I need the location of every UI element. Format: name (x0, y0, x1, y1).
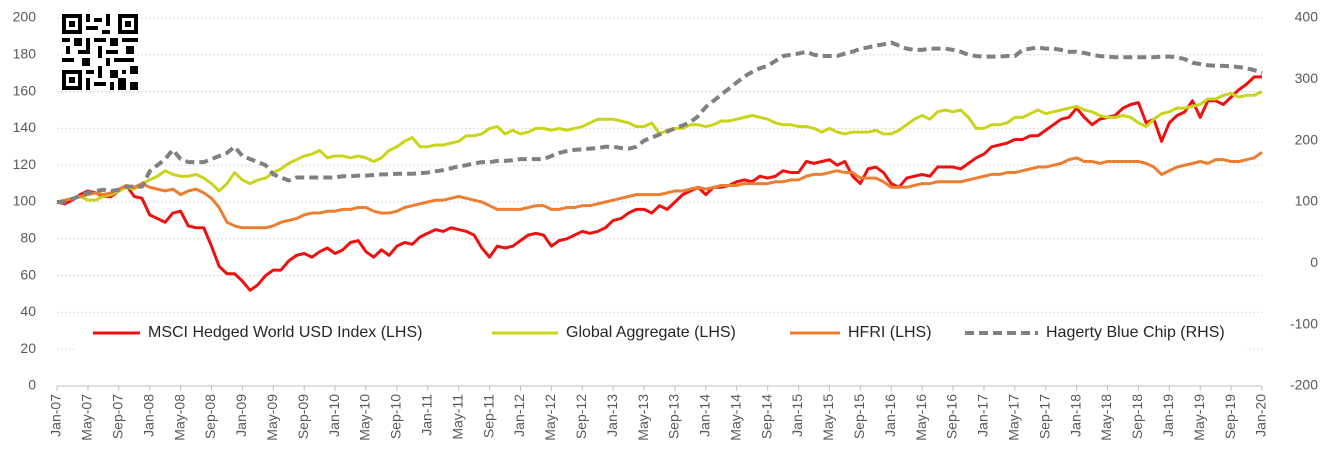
x-tick-label: Sep-17 (1036, 394, 1052, 439)
x-tick-label: Jan-19 (1160, 394, 1176, 437)
y2-tick-label: 0 (1310, 254, 1318, 270)
legend-label: Hagerty Blue Chip (RHS) (1046, 324, 1225, 341)
y-tick-label: 0 (28, 377, 36, 393)
y-tick-label: 80 (20, 230, 36, 246)
y-tick-label: 200 (13, 9, 37, 25)
x-tick-label: Sep-16 (944, 394, 960, 439)
x-tick-label: May-13 (635, 394, 651, 441)
legend-label: MSCI Hedged World USD Index (LHS) (148, 324, 422, 341)
legend-label: HFRI (LHS) (848, 324, 932, 341)
x-tick-label: May-15 (820, 394, 836, 441)
x-tick-label: May-14 (727, 394, 743, 441)
x-tick-label: Sep-12 (573, 394, 589, 439)
y-tick-label: 160 (13, 82, 37, 98)
x-tick-label: May-12 (542, 394, 558, 441)
x-tick-label: Sep-13 (666, 394, 682, 439)
x-tick-label: Jan-09 (233, 394, 249, 437)
x-tick-label: May-18 (1098, 394, 1114, 441)
y-tick-label: 60 (20, 266, 36, 282)
legend: MSCI Hedged World USD Index (LHS) Global … (76, 316, 1246, 350)
x-tick-label: Jan-18 (1067, 394, 1083, 437)
series-line (57, 40, 1263, 204)
y2-tick-label: 400 (1295, 9, 1319, 25)
x-tick-label: Jan-15 (789, 394, 805, 437)
qr-code (62, 14, 138, 90)
y-tick-label: 120 (13, 156, 37, 172)
series-line (56, 75, 1262, 292)
y2-tick-label: 100 (1295, 193, 1319, 209)
x-tick-label: Sep-09 (295, 394, 311, 439)
y-tick-label: 20 (20, 340, 36, 356)
y-tick-label: 180 (13, 46, 37, 62)
x-tick-label: Sep-14 (758, 394, 774, 439)
x-tick-label: May-08 (171, 394, 187, 441)
x-tick-label: May-09 (264, 394, 280, 441)
x-tick-label: May-11 (449, 394, 465, 440)
y2-tick-label: 300 (1295, 70, 1319, 86)
x-tick-label: May-07 (79, 394, 95, 441)
x-tick-label: Jan-11 (418, 394, 434, 436)
x-tick-label: May-19 (1191, 394, 1207, 441)
legend-label: Global Aggregate (LHS) (566, 324, 736, 341)
x-tick-label: Jan-12 (511, 394, 527, 437)
x-tick-label: Sep-07 (109, 394, 125, 439)
x-tick-label: May-17 (1006, 394, 1022, 441)
x-tick-label: Sep-18 (1129, 394, 1145, 439)
y2-tick-label: -100 (1290, 315, 1318, 331)
x-tick-label: Jan-13 (604, 394, 620, 437)
y2-tick-label: 200 (1295, 131, 1319, 147)
x-tick-label: Sep-08 (202, 394, 218, 439)
x-tick-label: Jan-14 (697, 394, 713, 437)
x-tick-label: May-16 (913, 394, 929, 441)
x-tick-label: Jan-10 (326, 394, 342, 437)
series-line (56, 151, 1263, 230)
x-tick-label: May-10 (357, 394, 373, 441)
y-tick-label: 100 (13, 193, 37, 209)
x-tick-label: Sep-15 (851, 394, 867, 439)
x-tick-label: Sep-10 (388, 394, 404, 439)
x-tick-label: Jan-07 (48, 394, 64, 437)
x-tick-label: Sep-11 (480, 394, 496, 438)
y2-tick-label: -200 (1290, 377, 1318, 393)
y-tick-label: 140 (13, 119, 37, 135)
x-tick-label: Jan-16 (882, 394, 898, 437)
x-tick-label: Jan-17 (975, 394, 991, 437)
x-tick-label: Jan-20 (1253, 394, 1269, 437)
x-tick-label: Jan-08 (140, 394, 156, 437)
x-tick-label: Sep-19 (1222, 394, 1238, 439)
y-tick-label: 40 (20, 303, 36, 319)
series-line (56, 90, 1263, 204)
legend-box (76, 316, 1246, 350)
